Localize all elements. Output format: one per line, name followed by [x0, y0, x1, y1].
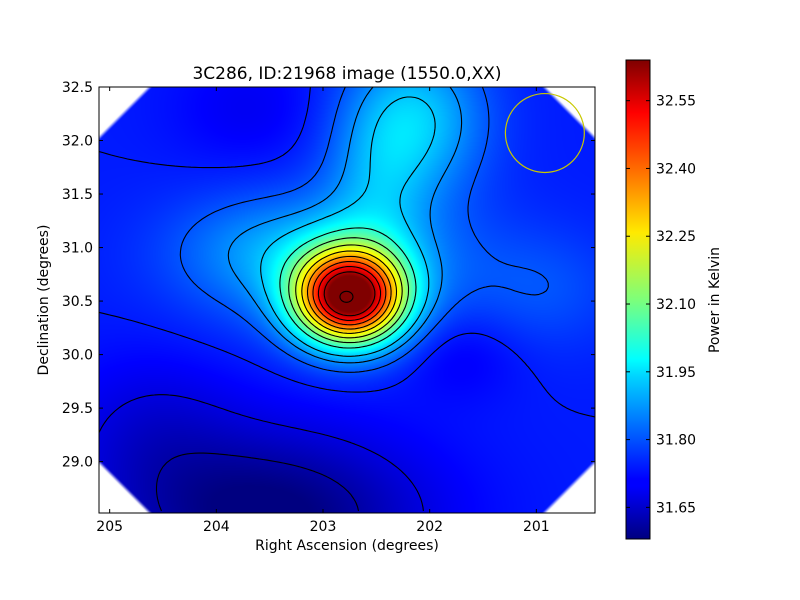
heatmap-image — [99, 87, 595, 513]
colorbar: 31.65 31.80 31.95 32.10 32.25 32.40 32.55 Powe… — [625, 59, 723, 540]
contour-level-0 — [155, 452, 360, 512]
y-tick-label: 29.0 — [62, 455, 93, 471]
contour-level-9 — [301, 250, 398, 334]
colorbar-tick-label: 32.40 — [656, 161, 696, 177]
x-tick-label: 202 — [416, 519, 443, 535]
contour-level-11 — [312, 260, 387, 326]
peak-contour — [339, 290, 354, 303]
contour-level-13 — [323, 271, 376, 317]
beam-circle-layer — [504, 92, 585, 174]
colorbar-tick-label: 31.80 — [656, 433, 696, 449]
contour-level-7 — [288, 237, 410, 344]
y-tick-label: 31.5 — [62, 187, 93, 203]
x-tick-label: 204 — [203, 519, 230, 535]
plot-frame — [98, 86, 596, 514]
colorbar-tick-label: 31.65 — [656, 500, 696, 516]
x-tick-label: 201 — [523, 519, 550, 535]
contour-level-3 — [179, 87, 549, 373]
y-tick-label: 30.5 — [62, 294, 93, 310]
contour-level-5 — [260, 96, 436, 357]
colorbar-tick-label: 32.10 — [656, 297, 696, 313]
colorbar-gradient — [625, 59, 651, 540]
contour-level-8 — [295, 244, 403, 339]
y-axis-label: Declination (degrees) — [36, 225, 52, 376]
chart-title: 3C286, ID:21968 image (1550.0,XX) — [192, 64, 501, 84]
colorbar-tick-label: 32.55 — [656, 94, 696, 110]
contour-level-6 — [279, 227, 417, 349]
y-tick-label: 32.5 — [62, 80, 93, 96]
contour-level-1 — [99, 394, 424, 512]
y-tick-label: 32.0 — [62, 134, 93, 150]
y-tick-label: 30.0 — [62, 348, 93, 364]
colorbar-tick-label: 31.95 — [656, 365, 696, 381]
contour-level-10 — [306, 255, 392, 330]
x-tick-label: 205 — [96, 519, 123, 535]
colorbar-ticks: 31.65 31.80 31.95 32.10 32.25 32.40 32.55 — [626, 94, 696, 516]
contour-level-12 — [317, 265, 382, 321]
beam-circle — [504, 92, 585, 174]
y-tick-label: 29.5 — [62, 401, 93, 417]
x-axis-label: Right Ascension (degrees) — [255, 538, 439, 554]
contour-lines — [99, 87, 595, 512]
contour-level-2 — [99, 87, 595, 418]
plot-area — [98, 86, 596, 514]
y-axis-ticks: 29.0 29.5 30.0 30.5 31.0 31.5 32.0 32.5 — [62, 80, 595, 471]
y-tick-label: 31.0 — [62, 241, 93, 257]
colorbar-label: Power in Kelvin — [707, 247, 723, 353]
x-tick-label: 203 — [310, 519, 337, 535]
colorbar-tick-label: 32.25 — [656, 229, 696, 245]
x-axis-ticks: 205 204 203 202 201 — [96, 87, 550, 535]
contour-level-4 — [227, 87, 463, 364]
